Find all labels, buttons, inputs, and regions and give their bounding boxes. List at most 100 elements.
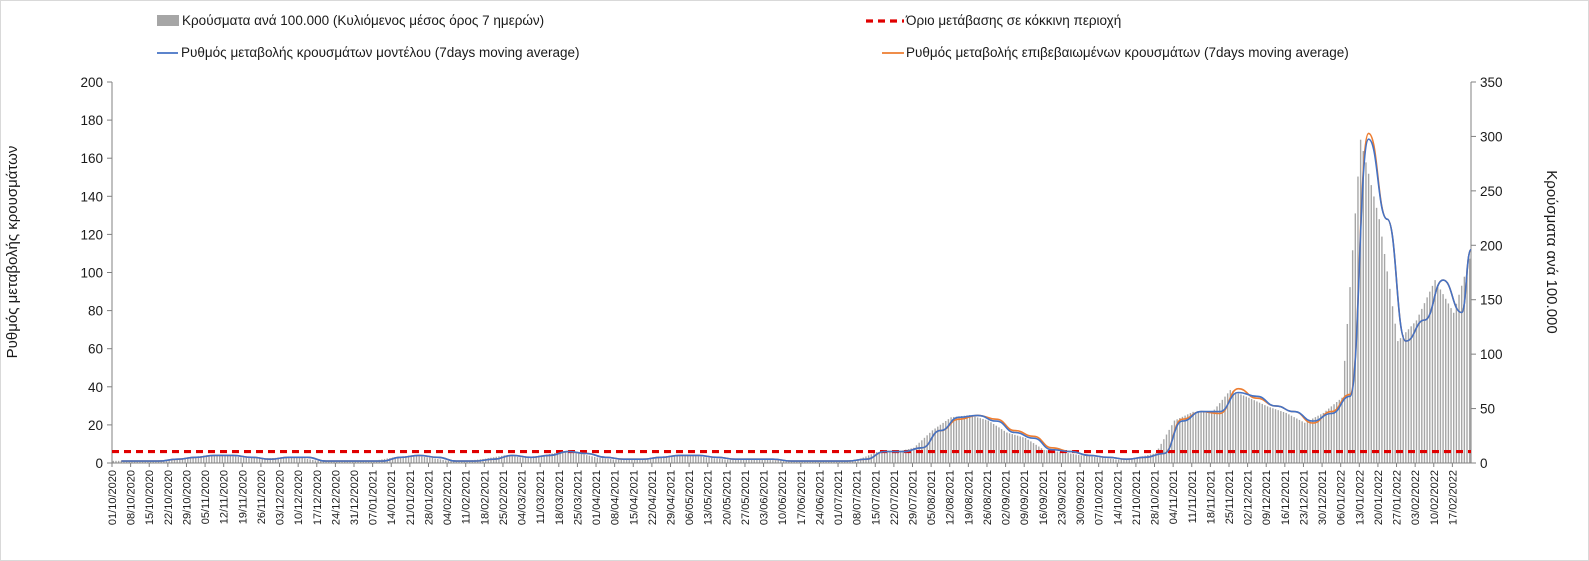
bar	[652, 457, 654, 463]
bar	[1141, 456, 1144, 463]
bar	[410, 455, 412, 463]
bar	[1184, 415, 1186, 463]
y-right-tick-label: 50	[1480, 402, 1495, 417]
bar	[695, 456, 697, 463]
bar	[176, 458, 178, 463]
bar	[1070, 453, 1072, 463]
x-tick-label: 14/10/2021	[1112, 470, 1124, 525]
bar	[149, 460, 152, 463]
bar	[333, 460, 335, 463]
bar	[1234, 392, 1237, 463]
bar	[931, 430, 934, 463]
bar	[947, 419, 950, 463]
bar	[1333, 404, 1335, 463]
bar	[234, 456, 237, 463]
bar	[362, 460, 365, 463]
bar	[1264, 405, 1266, 463]
bar	[1274, 409, 1277, 463]
bar	[1216, 406, 1218, 463]
bar	[774, 460, 777, 463]
x-tick-label: 28/01/2021	[424, 470, 436, 525]
bar	[322, 460, 325, 463]
bar	[907, 449, 910, 463]
bar	[402, 456, 404, 463]
x-tick-label: 12/08/2021	[945, 470, 957, 525]
bar	[1351, 250, 1354, 463]
bar	[1253, 400, 1255, 463]
bar	[700, 456, 702, 463]
bar	[647, 458, 649, 463]
bar	[742, 459, 745, 463]
bar	[1288, 414, 1290, 463]
bar	[1463, 276, 1466, 463]
bar	[1056, 451, 1059, 463]
bar	[588, 455, 591, 463]
bar	[1091, 456, 1093, 463]
bar	[777, 460, 779, 463]
bar	[1048, 450, 1051, 463]
x-tick-label: 08/04/2021	[610, 470, 622, 525]
bar	[1144, 455, 1146, 463]
bar	[1423, 303, 1426, 463]
bar	[304, 458, 306, 463]
bar	[1205, 412, 1208, 463]
bar	[498, 456, 500, 463]
x-tick-label: 04/11/2021	[1168, 470, 1180, 524]
legend-bars-label: Κρούσματα ανά 100.000 (Κυλιόμενος μέσος …	[182, 13, 544, 28]
bar	[1322, 412, 1325, 463]
bar	[351, 460, 354, 463]
bar	[1453, 312, 1455, 463]
bar	[897, 451, 899, 463]
bar	[338, 460, 341, 463]
legend-model-label: Ρυθμός μεταβολής κρουσμάτων μοντέλου (7d…	[181, 45, 580, 60]
legend-threshold-label: Όριο μετάβασης σε κόκκινη περιοχή	[905, 13, 1121, 28]
bar	[886, 452, 888, 463]
bar	[625, 459, 628, 463]
bar	[554, 453, 556, 463]
bar	[1022, 437, 1024, 463]
bar	[551, 453, 553, 463]
x-tick-label: 18/03/2021	[554, 470, 566, 525]
bar	[540, 455, 543, 463]
bar	[705, 457, 708, 463]
bar	[1078, 454, 1080, 463]
x-tick-label: 17/12/2020	[312, 470, 324, 525]
bar	[328, 460, 330, 463]
bar	[692, 455, 694, 463]
bar	[197, 456, 200, 463]
bar	[264, 458, 266, 463]
bar	[1019, 436, 1021, 463]
bar	[726, 459, 729, 463]
bar	[492, 457, 495, 463]
bar	[974, 416, 976, 463]
bar	[439, 459, 442, 463]
bar	[240, 457, 242, 463]
bar	[1405, 332, 1407, 463]
bar	[801, 460, 803, 463]
bar	[232, 456, 234, 463]
bar	[623, 459, 625, 463]
bar	[1211, 412, 1213, 463]
bar	[391, 457, 394, 463]
bar	[344, 460, 346, 463]
bar	[1458, 294, 1460, 463]
bar	[450, 460, 452, 463]
bar	[1282, 411, 1285, 463]
bar	[112, 460, 115, 463]
bar	[639, 459, 641, 463]
bar	[607, 458, 609, 463]
bar	[1346, 323, 1349, 463]
bar	[575, 453, 577, 463]
bar	[123, 460, 125, 463]
bar	[248, 457, 250, 463]
bar	[548, 453, 551, 463]
bar	[817, 460, 819, 463]
bar	[580, 453, 583, 463]
bar	[253, 458, 255, 463]
bar	[1413, 323, 1415, 463]
bar	[192, 456, 194, 463]
bar	[594, 456, 596, 463]
bar	[1035, 444, 1037, 463]
bar	[998, 427, 1000, 463]
